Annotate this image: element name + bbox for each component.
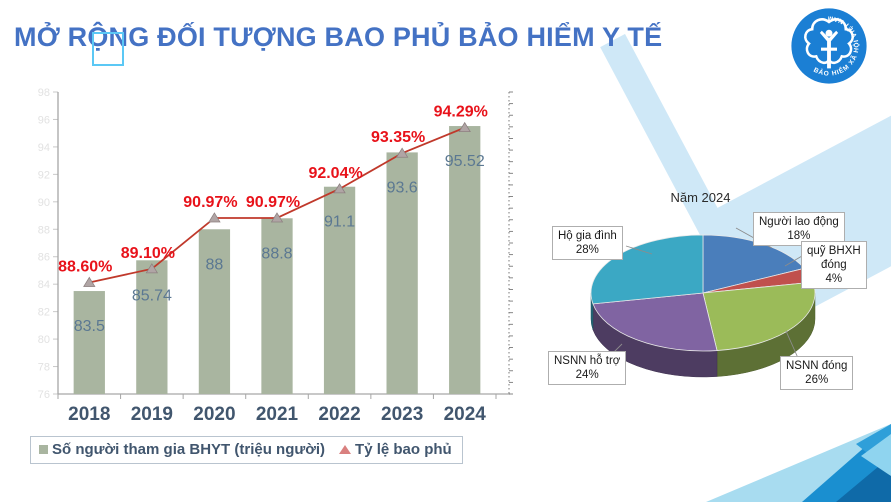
bottom-right-triangles-decoration [706,424,891,502]
y-axis-tick-label: 96 [38,114,50,126]
trend-marker [83,276,96,287]
bar-value-label: 93.6 [387,179,418,196]
callout-label: Người lao động [759,216,839,228]
trend-value-label: 89.10% [121,245,175,262]
callout-quy-bhxh-dong: quỹ BHXH đóng 4% [801,241,867,290]
y-axis-tick-label: 98 [38,87,50,99]
bar [136,260,168,394]
pie-slice-NSNN hỗ trợ [592,292,718,352]
callout-nsnn-dong: NSNN đóng 26% [780,356,854,391]
legend-triangle-icon [339,445,352,454]
text-cursor-box [92,32,124,66]
bar-value-label: 88.8 [261,245,292,262]
x-axis-category-label: 2020 [193,404,235,425]
y-axis-tick-label: 76 [38,389,50,401]
y-axis-tick-label: 92 [38,169,50,181]
bar-value-label: 88 [206,256,224,273]
callout-pct: 26% [805,374,829,387]
legend-line-label: Tỷ lệ bao phủ [355,441,452,458]
bhxh-vietnam-logo: BẢO HIỂM XÃ HỘI VIỆT NAM [791,8,867,84]
trend-marker [458,121,471,133]
legend-bar-label: Số người tham gia BHYT (triệu người) [52,441,326,458]
y-axis-tick-label: 86 [38,252,50,264]
legend-square-icon [39,445,48,454]
callout-pct: 18% [787,230,811,243]
trend-value-label: 92.04% [308,165,362,182]
bar-value-label: 83.5 [74,318,105,335]
y-axis-tick-label: 88 [38,224,50,236]
bar-value-label: 95.52 [445,153,485,170]
bar [323,186,356,394]
y-axis-tick-label: 80 [38,334,50,346]
callout-label: Hộ gia đình [558,230,617,242]
trend-value-label: 90.97% [183,194,237,211]
trend-value-label: 94.29% [434,104,488,121]
pie-slice-NSNN đóng [702,281,816,351]
pie-chart: Năm 2024 Người lao động 18% quỹ BHXH đón… [540,188,891,403]
trend-marker [208,212,221,223]
callout-nsnn-ho-tro: NSNN hỗ trợ 24% [548,351,627,386]
callout-nguoi-lao-dong: Người lao động 18% [753,212,845,247]
legend-entry-line: Tỷ lệ bao phủ [339,441,452,458]
x-axis-category-label: 2024 [444,404,487,425]
y-axis-tick-label: 94 [38,142,50,154]
combo-chart: 76 78 80 82 84 86 88 90 92 94 96 98 83.5 85.74 88 88.8 9… [16,84,528,429]
callout-ho-gia-dinh: Hộ gia đình 28% [552,226,623,261]
bar [449,126,481,394]
trend-value-label: 88.60% [58,258,112,275]
pie-callout-leader [784,255,803,267]
trend-marker [270,212,284,223]
pie-chart-title: Năm 2024 [670,190,731,205]
pie-callout-leader [785,330,799,359]
x-axis-category-label: 2023 [381,404,423,425]
y-axis-tick-label: 78 [38,362,50,374]
callout-pct: 28% [575,244,599,257]
y-axis-tick-label: 90 [38,197,50,209]
legend-entry-bar: Số người tham gia BHYT (triệu người) [39,441,325,458]
y-axis-tick-label: 84 [38,279,50,291]
y-axis-tick-label: 82 [38,307,50,319]
callout-label2: đóng [821,259,847,272]
callout-label: NSNN đóng [786,360,848,372]
trend-marker [145,263,159,274]
bar [198,229,231,394]
bar [261,218,293,394]
bar-value-label: 91.1 [324,214,355,231]
trend-marker [395,147,409,158]
callout-label: quỹ BHXH [807,245,861,257]
combo-chart-legend: Số người tham gia BHYT (triệu người) Tỷ … [30,436,463,464]
x-axis-category-label: 2018 [68,404,110,425]
x-axis-category-label: 2021 [256,404,299,425]
combo-chart-svg: 76 78 80 82 84 86 88 90 92 94 96 98 83.5 85.74 88 88.8 9… [38,87,513,425]
pie-chart-svg [590,227,816,378]
trend-value-label: 93.35% [371,129,425,146]
bar [73,291,105,394]
callout-label: NSNN hỗ trợ [554,355,621,367]
pie-callout-leader [625,245,653,255]
trend-value-label: 90.97% [246,194,300,211]
x-axis-category-label: 2019 [131,404,173,425]
bar [386,152,418,394]
bar-value-label: 85.74 [132,287,172,304]
callout-pct: 24% [575,369,599,382]
callout-pct: 4% [825,273,843,286]
x-axis-category-label: 2022 [318,404,360,425]
trend-marker [333,183,346,194]
